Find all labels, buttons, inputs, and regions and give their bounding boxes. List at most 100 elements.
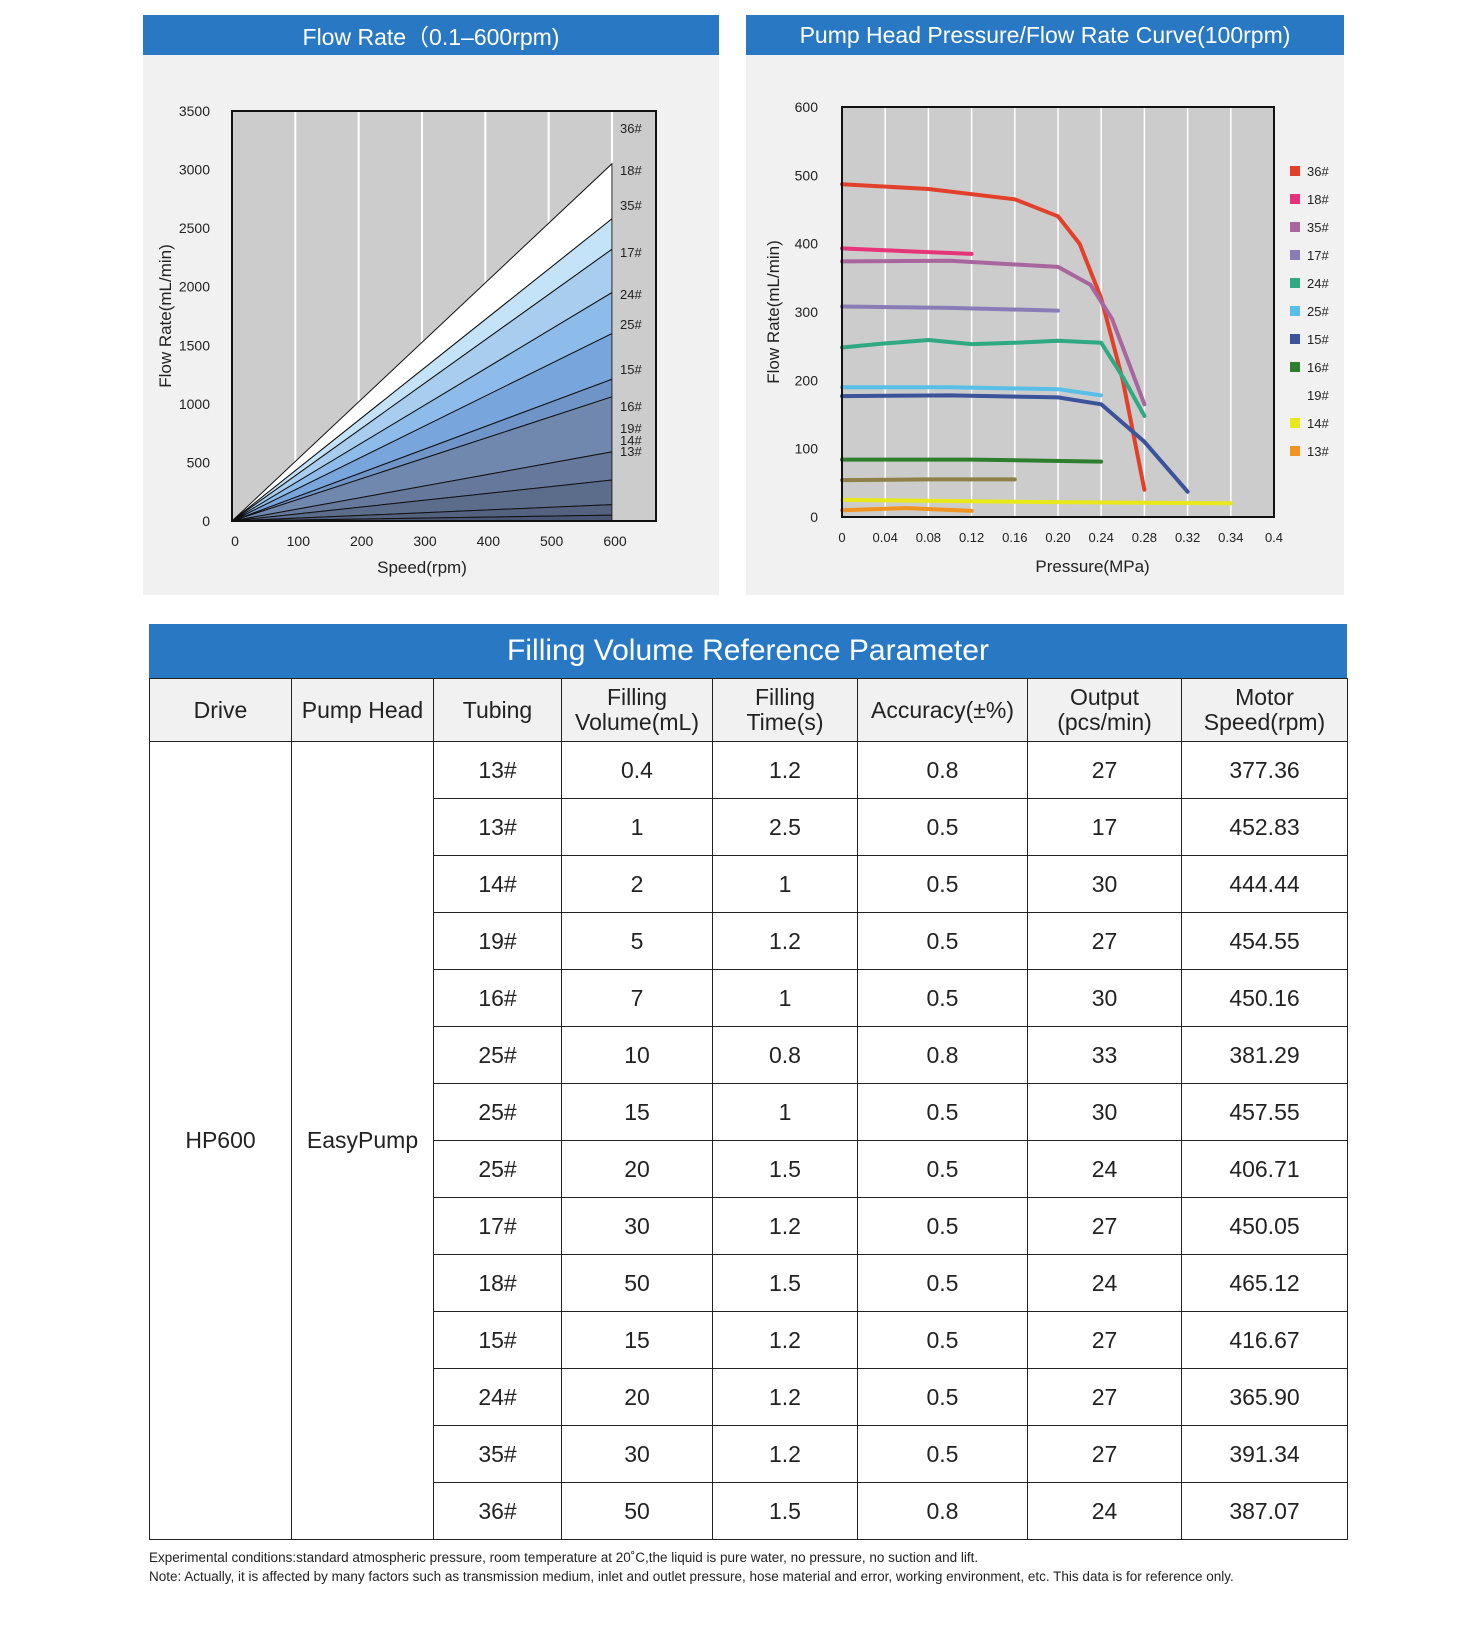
curve-36 bbox=[840, 182, 1147, 492]
table-cell: 30 bbox=[1027, 855, 1182, 913]
table-cell: 0.8 bbox=[712, 1026, 858, 1084]
table-cell: 27 bbox=[1027, 741, 1182, 799]
table-cell: 465.12 bbox=[1181, 1254, 1348, 1312]
table-row: 16# 7 1 0.5 30 450.16 bbox=[150, 969, 1348, 1027]
series-label-35: 35# bbox=[620, 198, 642, 213]
x-tick-label: 0.32 bbox=[1175, 530, 1200, 545]
y-tick-label: 2000 bbox=[179, 279, 210, 295]
table-cell: 0.5 bbox=[857, 1311, 1028, 1369]
table-cell: 1.5 bbox=[712, 1140, 858, 1198]
y-tick-label: 300 bbox=[795, 304, 819, 320]
column-header: Accuracy(±%) bbox=[857, 678, 1028, 742]
curve-17 bbox=[840, 304, 1060, 313]
flow-rate-chart: 36# 18# 35# 17# 24# 25# 15# 16# 19#14#13# 0 500 100… bbox=[156, 103, 657, 577]
table-cell: 454.55 bbox=[1181, 912, 1348, 970]
table-cell: 0.8 bbox=[857, 1026, 1028, 1084]
table-cell: 0.5 bbox=[857, 1083, 1028, 1141]
table-row: 19# 5 1.2 0.5 27 454.55 bbox=[150, 912, 1348, 970]
table-cell: 0.8 bbox=[857, 1482, 1028, 1540]
pressure-curve-chart-title: Pump Head Pressure/Flow Rate Curve(100rp… bbox=[746, 15, 1344, 55]
column-header: Drive bbox=[149, 678, 292, 742]
table-cell: 30 bbox=[561, 1197, 713, 1255]
column-header-line: Pump Head bbox=[301, 696, 424, 723]
x-tick-label: 0 bbox=[231, 533, 239, 549]
table-cell: 1.2 bbox=[712, 912, 858, 970]
table-cell: 10 bbox=[561, 1026, 713, 1084]
curve-24 bbox=[840, 338, 1147, 418]
x-tick-label: 0.4 bbox=[1265, 530, 1283, 545]
table-cell: 452.83 bbox=[1181, 798, 1348, 856]
x-tick-label: 200 bbox=[350, 533, 374, 549]
legend-label-35: 35# bbox=[1307, 220, 1329, 235]
column-header: Filling Volume(mL) bbox=[561, 678, 713, 742]
table-cell: 24 bbox=[1027, 1254, 1182, 1312]
series-label-14: 14# bbox=[620, 433, 642, 448]
series-label-19: 19# bbox=[620, 421, 642, 436]
table-cell: 365.90 bbox=[1181, 1368, 1348, 1426]
filling-volume-table-section: Filling Volume Reference Parameter Drive… bbox=[149, 624, 1348, 1540]
notes: Experimental conditions:standard atmosph… bbox=[149, 1548, 1369, 1586]
legend-swatch-17 bbox=[1290, 250, 1300, 260]
table-cell: 14# bbox=[433, 855, 562, 913]
table-header-row: Drive Pump Head Tubing Filling Volume(mL) Fil… bbox=[149, 678, 1348, 742]
pressure-curve-chart-panel: Pump Head Pressure/Flow Rate Curve(100rp… bbox=[746, 15, 1344, 595]
series-label-16: 16# bbox=[620, 399, 642, 414]
legend-label-15: 15# bbox=[1307, 332, 1329, 347]
column-header-line: Tubing bbox=[462, 696, 533, 723]
legend-swatch-13 bbox=[1290, 446, 1300, 456]
column-header-line: Motor bbox=[1235, 684, 1294, 710]
y-tick-label: 400 bbox=[795, 236, 819, 252]
y-tick-label: 100 bbox=[795, 441, 819, 457]
table-cell: 24# bbox=[433, 1368, 562, 1426]
table-cell: 391.34 bbox=[1181, 1425, 1348, 1483]
y-tick-label: 2500 bbox=[179, 220, 210, 236]
table-cell: 0.5 bbox=[857, 855, 1028, 913]
curve-19 bbox=[840, 477, 1017, 483]
table-cell: 24 bbox=[1027, 1140, 1182, 1198]
table-cell: 2.5 bbox=[712, 798, 858, 856]
x-tick-label: 0.24 bbox=[1089, 530, 1114, 545]
table-row: 17# 30 1.2 0.5 27 450.05 bbox=[150, 1197, 1348, 1255]
column-header-line: Accuracy(±%) bbox=[871, 696, 1014, 723]
table-cell: 1 bbox=[712, 855, 858, 913]
table-row: HP600 EasyPump 13# 0.4 1.2 0.8 27 377.36 bbox=[149, 741, 1348, 1540]
column-header: Tubing bbox=[433, 678, 562, 742]
table-cell: 1 bbox=[561, 798, 713, 856]
y-tick-label: 0 bbox=[202, 513, 210, 529]
table-cell: 15 bbox=[561, 1083, 713, 1141]
y-axis-label: Flow Rate(mL/min) bbox=[156, 244, 175, 388]
y-tick-label: 1500 bbox=[179, 337, 210, 353]
table-cell: 0.5 bbox=[857, 912, 1028, 970]
table-cell: 15 bbox=[561, 1311, 713, 1369]
table-cell: 15# bbox=[433, 1311, 562, 1369]
x-tick-label: 0.16 bbox=[1002, 530, 1027, 545]
table-row: 24# 20 1.2 0.5 27 365.90 bbox=[150, 1368, 1348, 1426]
table-cell: 0.5 bbox=[857, 1254, 1028, 1312]
flow-rate-chart-title: Flow Rate（0.1–600rpm) bbox=[143, 15, 719, 55]
series-label-13: 13# bbox=[620, 444, 642, 459]
curve-25 bbox=[840, 385, 1104, 398]
table-row: 14# 2 1 0.5 30 444.44 bbox=[150, 855, 1348, 913]
table-cell: 17 bbox=[1027, 798, 1182, 856]
legend-label-17: 17# bbox=[1307, 248, 1329, 263]
plot-border bbox=[841, 106, 1275, 518]
table-cell: 1.2 bbox=[712, 1425, 858, 1483]
x-tick-label: 500 bbox=[540, 533, 564, 549]
legend-label-16: 16# bbox=[1307, 360, 1329, 375]
table-cell: 0.5 bbox=[857, 1425, 1028, 1483]
table-cell: 18# bbox=[433, 1254, 562, 1312]
table-cell: 25# bbox=[433, 1140, 562, 1198]
table-cell: 27 bbox=[1027, 912, 1182, 970]
legend-label-14: 14# bbox=[1307, 416, 1329, 431]
table-title: Filling Volume Reference Parameter bbox=[149, 624, 1347, 678]
x-axis-label: Pressure(MPa) bbox=[1035, 557, 1149, 576]
table-cell: 25# bbox=[433, 1083, 562, 1141]
y-tick-label: 200 bbox=[795, 372, 819, 388]
table-row: 25# 15 1 0.5 30 457.55 bbox=[150, 1083, 1348, 1141]
table-cell: 1.5 bbox=[712, 1254, 858, 1312]
legend-swatch-24 bbox=[1290, 278, 1300, 288]
y-tick-label: 500 bbox=[795, 167, 819, 183]
column-header-line: Output bbox=[1069, 684, 1140, 710]
table-cell: 1.5 bbox=[712, 1482, 858, 1540]
column-header: Output (pcs/min) bbox=[1027, 678, 1182, 742]
